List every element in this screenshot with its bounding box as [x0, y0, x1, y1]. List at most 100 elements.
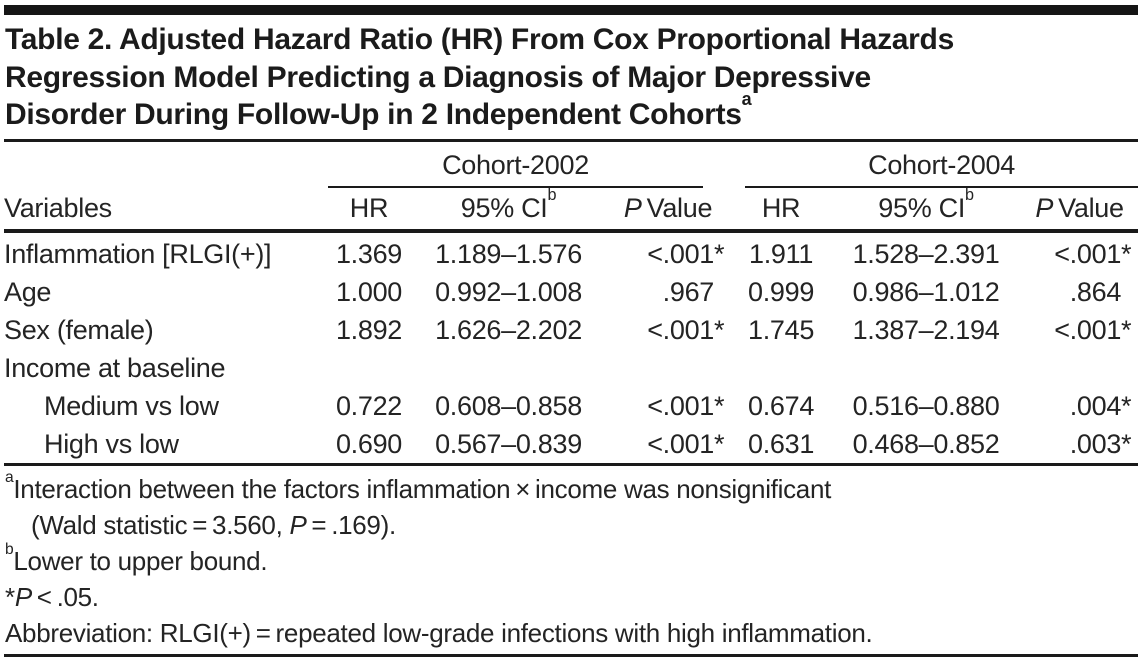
title-footnote-marker: a — [741, 89, 752, 110]
significance-threshold: < .05. — [31, 582, 99, 612]
ci-2002: 0.992–1.008 — [435, 276, 582, 307]
p-italic: P — [1035, 193, 1054, 223]
hazard-ratio-table: Cohort-2002 Cohort-2004 Variables HR 95%… — [4, 139, 1139, 466]
abbreviation-text: Abbreviation: RLGI(+) = repeated low-gra… — [5, 618, 873, 648]
pvalue-2004: .003* — [1021, 425, 1139, 466]
row-label: Medium vs low — [44, 390, 219, 421]
ci-2002: 0.567–0.839 — [412, 425, 605, 466]
pvalue-2002: <.001* — [605, 231, 731, 273]
footnote-a-text: Interaction between the factors inflamma… — [13, 474, 832, 504]
significance-star: * — [5, 582, 15, 612]
column-header-hr-2002: HR — [326, 188, 412, 233]
p-value-text: <.001 — [647, 238, 715, 269]
spanner-cohort-2002: Cohort-2002 — [326, 141, 731, 188]
hr-2002: 1.000 — [335, 276, 403, 307]
column-header-hr-2004: HR — [731, 188, 832, 233]
hr-2004: 0.999 — [747, 276, 815, 307]
empty-cell — [412, 349, 605, 387]
row-label: Income at baseline — [4, 352, 226, 383]
empty-cell — [1021, 349, 1138, 387]
column-header-variables: Variables — [4, 188, 326, 233]
table-title-line-3: Disorder During Follow-Up in 2 Independe… — [5, 90, 954, 134]
hr-2002: 0.722 — [335, 390, 403, 421]
pvalue-2004: <.001* — [1021, 231, 1138, 273]
value-label: Value — [1053, 193, 1124, 223]
p-value-text: <.001 — [647, 428, 715, 459]
table-row-income-group: Income at baseline — [4, 349, 1138, 387]
cohort-spanner-row: Cohort-2002 Cohort-2004 — [4, 141, 1139, 189]
table-title-line-3-text: Disorder During Follow-Up in 2 Independe… — [5, 98, 742, 131]
footnote-a-wald: (Wald statistic = 3.560, — [31, 510, 290, 540]
ci-2002: 0.608–0.858 — [435, 390, 582, 421]
column-header-row: Variables HR 95% CIb P Value HR 95% CIb … — [4, 186, 1139, 233]
pvalue-2004: .864 — [1021, 273, 1138, 311]
significance-star: * — [714, 428, 725, 459]
pvalue-2004: .004* — [1021, 387, 1138, 425]
p-value-text: .967 — [662, 276, 715, 307]
table-title: Table 2. Adjusted Hazard Ratio (HR) From… — [5, 21, 954, 134]
footnote-b-marker: b — [5, 540, 14, 558]
table-footnotes: aInteraction between the factors inflamm… — [5, 468, 873, 651]
spanner-cohort-2004-label: Cohort-2004 — [745, 150, 1139, 188]
footnote-a-pvalue: = .169). — [306, 510, 396, 540]
ci-2004: 1.528–2.391 — [852, 238, 1000, 269]
footnote-abbreviation: Abbreviation: RLGI(+) = repeated low-gra… — [5, 615, 873, 651]
p-value-text: <.001 — [647, 390, 715, 421]
p-value-text: .864 — [1069, 276, 1122, 307]
pvalue-2002: <.001* — [605, 387, 731, 425]
footnote-b-text: Lower to upper bound. — [13, 546, 268, 576]
table-row-age: Age 1.000 0.992–1.008 .967 0.999 0.986–1… — [4, 273, 1138, 311]
spanner-cohort-2004: Cohort-2004 — [731, 141, 1139, 188]
p-italic: P — [14, 582, 32, 612]
p-value-text: <.001 — [1054, 238, 1122, 269]
pvalue-2002: <.001* — [605, 425, 732, 466]
ci-2004: 0.516–0.880 — [852, 390, 1000, 421]
hr-2002: 0.690 — [326, 425, 412, 466]
significance-star: * — [1121, 390, 1132, 421]
hr-2002: 1.892 — [335, 314, 403, 345]
hr-2002: 1.369 — [335, 238, 403, 269]
footnote-a-marker: a — [5, 468, 14, 486]
empty-cell — [326, 349, 412, 387]
table-title-line-1: Table 2. Adjusted Hazard Ratio (HR) From… — [5, 23, 954, 56]
p-value-text: <.001 — [1054, 314, 1122, 345]
p-italic: P — [623, 193, 642, 223]
top-rule-bar — [4, 5, 1138, 15]
empty-cell — [731, 349, 831, 387]
table-row-income-medium: Medium vs low 0.722 0.608–0.858 <.001* 0… — [4, 387, 1138, 425]
significance-star: * — [714, 238, 725, 269]
ci-2002: 1.189–1.576 — [435, 238, 582, 269]
row-label: Sex (female) — [4, 314, 154, 345]
empty-cell — [605, 349, 731, 387]
significance-star: * — [714, 390, 725, 421]
value-label: Value — [641, 193, 713, 223]
table-row-inflammation: Inflammation [RLGI(+)] 1.369 1.189–1.576… — [4, 231, 1138, 273]
ci-label: 95% CI — [878, 193, 966, 223]
significance-star: * — [714, 314, 725, 345]
column-header-ci-2002: 95% CIb — [412, 186, 605, 233]
row-label: Age — [4, 276, 52, 307]
hr-2004: 0.674 — [747, 390, 815, 421]
footnote-b: bLower to upper bound. — [5, 540, 872, 579]
column-header-pvalue-2004: P Value — [1021, 188, 1139, 233]
row-label: High vs low — [4, 425, 326, 466]
column-header-ci-2004: 95% CIb — [831, 187, 1022, 233]
bottom-rule — [4, 654, 1138, 657]
table-row-sex: Sex (female) 1.892 1.626–2.202 <.001* 1.… — [4, 311, 1138, 349]
pvalue-2002: .967 — [605, 273, 731, 311]
pvalue-2002: <.001* — [605, 311, 731, 349]
significance-star: * — [1121, 314, 1132, 345]
footnote-a-line-1: aInteraction between the factors inflamm… — [5, 468, 872, 507]
ci-label: 95% CI — [460, 193, 548, 223]
row-label: Inflammation [RLGI(+)] — [4, 238, 272, 269]
ci-footnote-marker: b — [547, 186, 557, 205]
footnote-a-line-2: (Wald statistic = 3.560, P = .169). — [5, 507, 872, 543]
empty-cell — [4, 141, 326, 189]
ci-2004: 1.387–2.194 — [852, 314, 1000, 345]
empty-cell — [831, 349, 1021, 387]
hr-2004: 1.745 — [747, 314, 815, 345]
hr-2004: 1.911 — [749, 238, 814, 269]
p-value-text: .003 — [1069, 428, 1122, 459]
spanner-cohort-2002-label: Cohort-2002 — [328, 150, 704, 188]
